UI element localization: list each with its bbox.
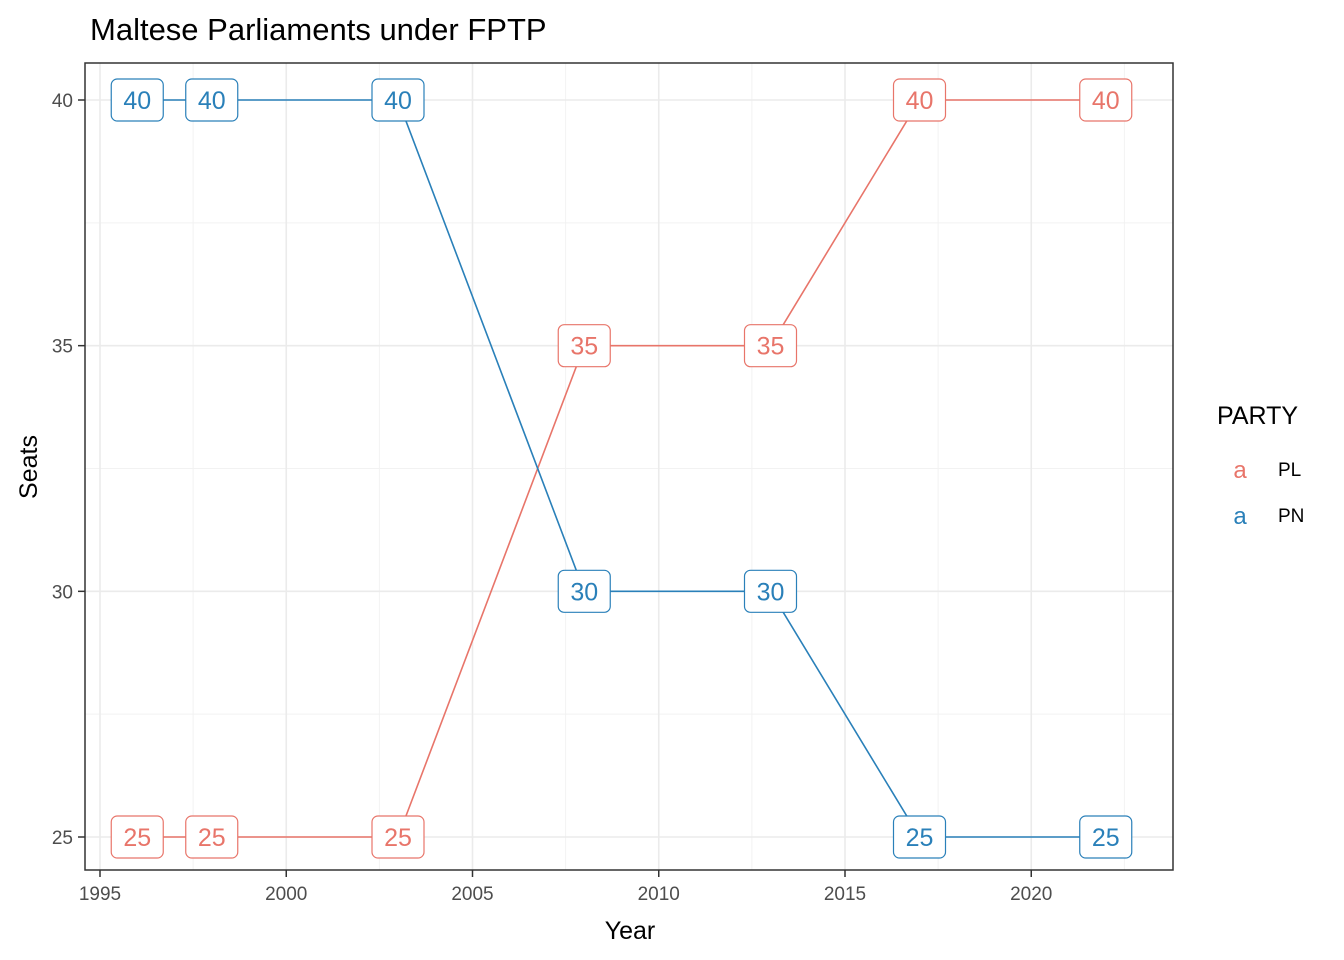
data-label-pl: 40 bbox=[1079, 78, 1133, 122]
data-labels: 25 25 25 35 35 40 40 40 40 40 30 30 25 25 bbox=[110, 78, 1133, 859]
data-label-pn: 25 bbox=[1079, 815, 1133, 859]
data-label-pl: 25 bbox=[185, 815, 239, 859]
data-label-pl: 40 bbox=[892, 78, 947, 122]
data-label-value: 40 bbox=[384, 87, 412, 115]
data-label-box bbox=[1079, 815, 1133, 859]
data-label-box bbox=[185, 78, 239, 122]
data-label-value: 25 bbox=[1092, 824, 1120, 852]
legend-title: PARTY bbox=[1217, 402, 1298, 430]
x-tick-label: 2000 bbox=[265, 884, 307, 905]
data-label-box bbox=[110, 78, 164, 122]
data-label-pl: 25 bbox=[110, 815, 164, 859]
data-label-pl: 25 bbox=[371, 815, 425, 859]
data-label-pn: 30 bbox=[743, 569, 798, 613]
data-label-box bbox=[743, 324, 798, 368]
data-label-box bbox=[557, 569, 611, 613]
axes: 1995 2000 2005 2010 2015 2020 25 30 35 40 bbox=[52, 91, 1053, 905]
x-tick-label: 1995 bbox=[79, 884, 121, 905]
data-label-box bbox=[371, 78, 425, 122]
data-label-pl: 35 bbox=[557, 324, 611, 368]
data-label-box bbox=[1079, 78, 1133, 122]
data-label-box bbox=[371, 815, 425, 859]
data-label-pn: 40 bbox=[110, 78, 164, 122]
data-label-pn: 25 bbox=[892, 815, 947, 859]
x-tick-label: 2005 bbox=[451, 884, 493, 905]
data-label-pl: 35 bbox=[743, 324, 798, 368]
data-label-box bbox=[892, 78, 947, 122]
data-label-value: 40 bbox=[906, 87, 934, 115]
data-label-value: 35 bbox=[757, 333, 785, 361]
data-label-value: 35 bbox=[570, 333, 598, 361]
data-label-value: 25 bbox=[906, 824, 934, 852]
y-axis-title: Seats bbox=[15, 435, 43, 499]
data-label-pn: 40 bbox=[185, 78, 239, 122]
data-label-value: 30 bbox=[570, 578, 598, 606]
data-label-value: 40 bbox=[198, 87, 226, 115]
chart-title: Maltese Parliaments under FPTP bbox=[90, 12, 547, 47]
y-tick-label: 25 bbox=[52, 828, 73, 849]
y-tick-label: 40 bbox=[52, 91, 73, 112]
y-tick-label: 30 bbox=[52, 582, 73, 603]
plot-panel-border bbox=[84, 62, 1174, 871]
legend-label-pn: PN bbox=[1278, 506, 1304, 527]
data-label-box bbox=[185, 815, 239, 859]
data-label-box bbox=[743, 569, 798, 613]
legend-key-pn: a bbox=[1233, 503, 1247, 530]
data-label-value: 25 bbox=[123, 824, 151, 852]
data-label-box bbox=[557, 324, 611, 368]
grid bbox=[85, 63, 1173, 870]
x-tick-label: 2020 bbox=[1010, 884, 1052, 905]
data-label-value: 40 bbox=[123, 87, 151, 115]
x-axis-title: Year bbox=[605, 917, 656, 945]
x-tick-label: 2010 bbox=[638, 884, 680, 905]
data-label-box bbox=[110, 815, 164, 859]
data-label-value: 40 bbox=[1092, 87, 1120, 115]
data-label-box bbox=[892, 815, 947, 859]
data-label-value: 25 bbox=[384, 824, 412, 852]
legend-label-pl: PL bbox=[1278, 460, 1301, 481]
data-label-value: 25 bbox=[198, 824, 226, 852]
legend: PARTY a PL a PN bbox=[1217, 402, 1304, 530]
x-tick-label: 2015 bbox=[824, 884, 866, 905]
data-label-pn: 30 bbox=[557, 569, 611, 613]
data-label-pn: 40 bbox=[371, 78, 425, 122]
data-label-value: 30 bbox=[757, 578, 785, 606]
legend-key-pl: a bbox=[1233, 457, 1247, 484]
y-tick-label: 35 bbox=[52, 337, 73, 358]
